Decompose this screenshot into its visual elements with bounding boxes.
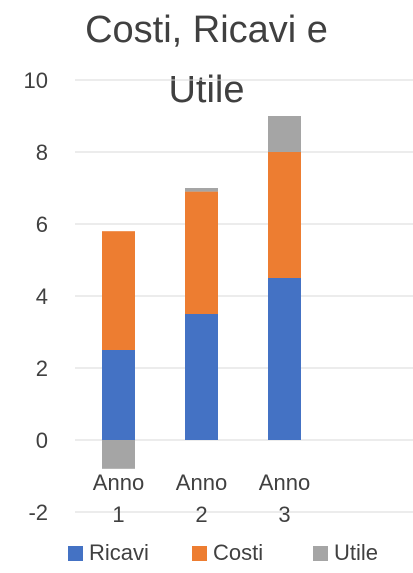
- chart-title-line-1: Costi, Ricavi e: [85, 9, 328, 51]
- bar-utile-2: [185, 188, 218, 192]
- legend-label-ricavi: Ricavi: [89, 540, 149, 565]
- x-category-label-2-line-2: 2: [195, 502, 207, 527]
- legend-swatch-ricavi: [68, 545, 83, 561]
- x-category-label-1-line-2: 1: [112, 502, 124, 527]
- x-category-label-3-line-1: Anno: [259, 470, 310, 495]
- bar-utile-3: [268, 116, 301, 152]
- bar-ricavi-2: [185, 314, 218, 440]
- legend-item-ricavi: Ricavi: [68, 540, 149, 566]
- legend-item-utile: Utile: [313, 540, 378, 566]
- chart-legend: Ricavi Costi Utile: [0, 540, 413, 570]
- bar-utile-1: [102, 440, 135, 469]
- y-tick-label-3: 4: [36, 284, 48, 309]
- legend-item-costi: Costi: [192, 540, 263, 566]
- bar-costi-3: [268, 152, 301, 278]
- y-tick-label-2: 2: [36, 356, 48, 381]
- x-category-label-1-line-1: Anno: [93, 470, 144, 495]
- legend-label-costi: Costi: [213, 540, 264, 565]
- bar-ricavi-1: [102, 350, 135, 440]
- chart-title-line-2: Utile: [168, 69, 245, 111]
- y-tick-label-5: 8: [36, 140, 48, 165]
- bar-ricavi-3: [268, 278, 301, 440]
- y-tick-label-6: 10: [24, 68, 48, 93]
- y-tick-label-1: 0: [36, 428, 48, 453]
- x-category-label-2-line-1: Anno: [176, 470, 227, 495]
- legend-label-utile: Utile: [334, 540, 379, 565]
- bar-costi-2: [185, 191, 218, 314]
- y-tick-label-0: -2: [28, 500, 48, 525]
- y-tick-label-4: 6: [36, 212, 48, 237]
- x-category-label-3-line-2: 3: [278, 502, 290, 527]
- legend-swatch-costi: [192, 545, 207, 561]
- bar-costi-1: [102, 231, 135, 350]
- legend-swatch-utile: [313, 545, 328, 561]
